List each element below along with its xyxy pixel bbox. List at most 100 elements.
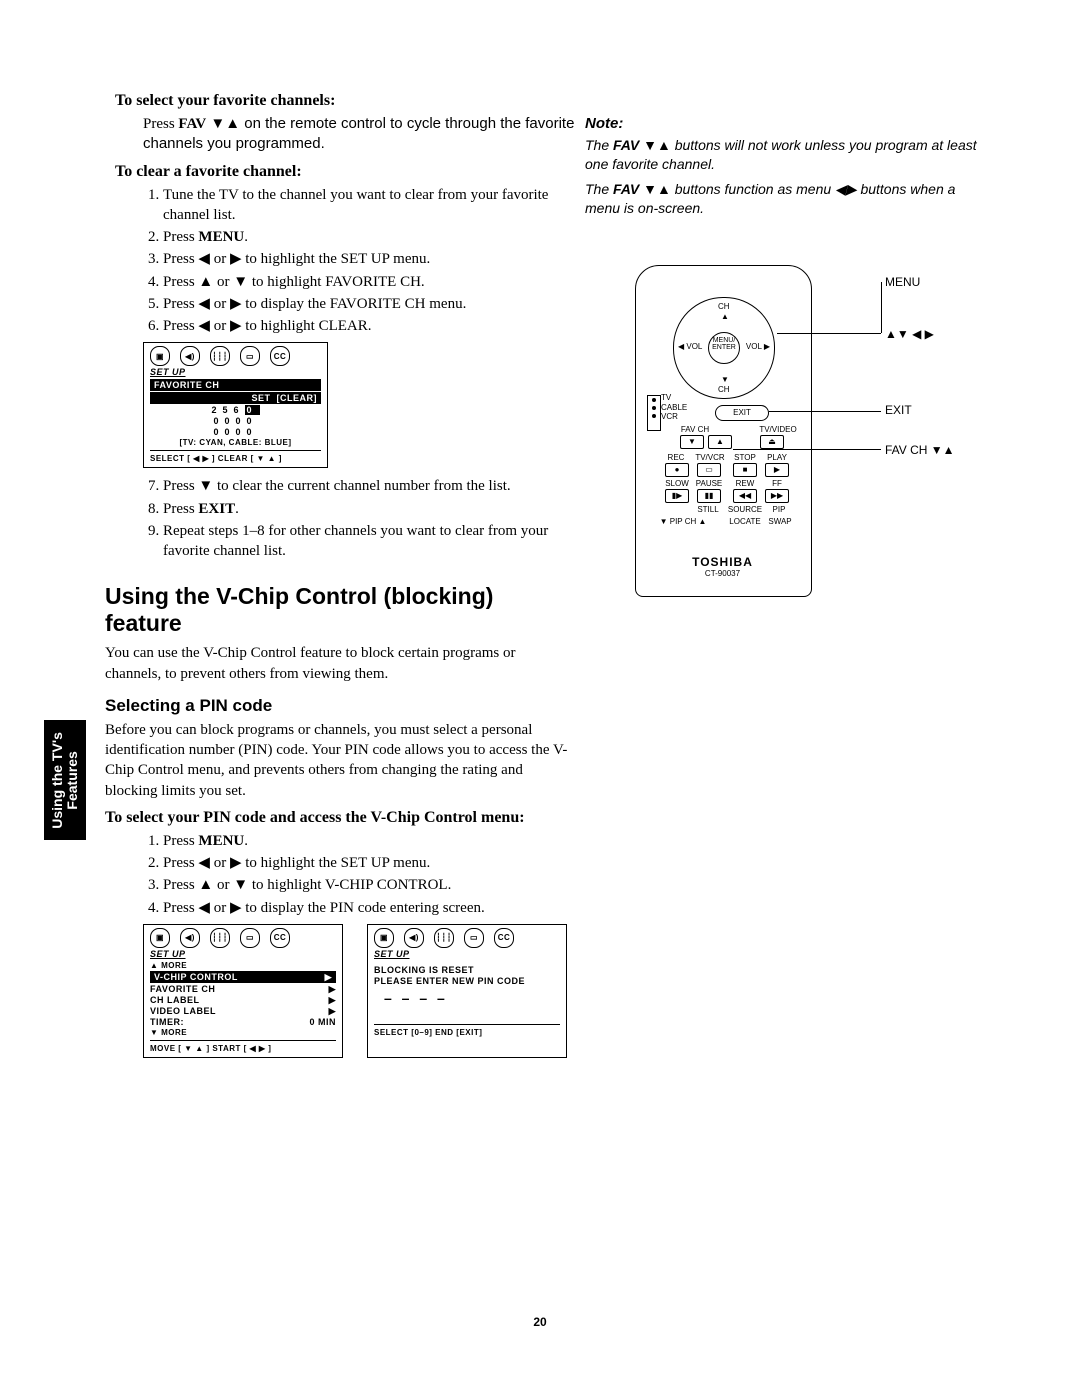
lbl-locate: LOCATE: [725, 517, 765, 526]
osd-grid-row: 2560: [150, 405, 321, 415]
switch-vcr: VCR: [661, 412, 687, 422]
picture-icon: ▣: [374, 928, 394, 948]
dpad-center: MENU/ ENTER: [708, 332, 740, 364]
page-number: 20: [0, 1315, 1080, 1329]
ff-button: ▶▶: [765, 489, 789, 503]
step: Press MENU.: [163, 831, 575, 851]
osd-setup-menu: ▣ ◀) ┆┆┆ ▭ CC SET UP ▲ MORE V-CHIP CONTR…: [143, 924, 343, 1058]
t: Features: [64, 751, 80, 809]
osd-legend: [TV: CYAN, CABLE: BLUE]: [150, 438, 321, 447]
mode-switch: [647, 395, 661, 431]
lbl-ff: FF: [765, 479, 789, 488]
cell: 5: [222, 405, 233, 415]
osd-icon-row: ▣ ◀) ┆┆┆ ▭ CC: [374, 929, 560, 947]
setup-icon: ┆┆┆: [210, 928, 230, 948]
callout-line: [881, 282, 882, 333]
cell: 0: [213, 427, 224, 437]
side-tab-text: Using the TV's Features: [50, 732, 81, 829]
cell-hl: 0: [245, 405, 260, 415]
manual-page: To select your favorite channels: Press …: [0, 0, 1080, 1397]
main-column: To select your favorite channels: Press …: [115, 92, 575, 1058]
step-text: Press ▼ to clear the current channel num…: [163, 478, 511, 494]
picture-icon: ▣: [150, 928, 170, 948]
cc-icon: CC: [494, 928, 514, 948]
dpad-ch-dn: CH: [718, 385, 730, 394]
item-val: ▶: [329, 1006, 336, 1017]
cell: 0: [224, 416, 235, 426]
callout-menu: MENU: [885, 275, 920, 289]
callout-arrows: ▲▼ ◀ ▶: [885, 327, 934, 341]
para-select-fav: Press FAV ▼▲ on the remote control to cy…: [115, 114, 575, 155]
heading-select-pin: To select your PIN code and access the V…: [105, 809, 575, 827]
note-line1: The FAV ▼▲ buttons will not work unless …: [585, 136, 985, 174]
tvvcr-button: ▭: [697, 463, 721, 477]
favch-down-button: ▼: [680, 435, 704, 449]
section-vchip-title: Using the V-Chip Control (blocking) feat…: [105, 583, 575, 637]
down-arrow-icon: ▼: [721, 375, 729, 384]
callout-exit: EXIT: [885, 403, 912, 417]
play-button: ▶: [765, 463, 789, 477]
osd-setup-label: SET UP: [150, 367, 321, 377]
step-text: Press ▲ or ▼ to highlight FAVORITE CH.: [163, 274, 425, 290]
osd-item: FAVORITE CH▶: [150, 984, 336, 994]
cell: 0: [236, 416, 247, 426]
osd-grid-row: 0000: [150, 416, 321, 426]
step-text: Press ◀ or ▶ to highlight the SET UP men…: [163, 251, 430, 267]
switch-tv: TV: [661, 393, 687, 403]
t: Using the TV's: [49, 732, 65, 829]
item-val: ▶: [329, 984, 336, 995]
audio-icon: ◀): [404, 928, 424, 948]
pip-icon: ▭: [464, 928, 484, 948]
item-label: TIMER:: [150, 1017, 184, 1027]
t: FAV: [613, 181, 639, 197]
slow-button: ▮▶: [665, 489, 689, 503]
osd-clear: [CLEAR]: [277, 393, 318, 403]
pin-dashes: – – – –: [384, 990, 560, 1006]
note-title: Note:: [585, 115, 985, 132]
pin-line2: PLEASE ENTER NEW PIN CODE: [374, 976, 560, 986]
step-text: Press ◀ or ▶ to display the PIN code ent…: [163, 900, 485, 916]
osd-item: VIDEO LABEL ▶: [150, 1006, 336, 1016]
dpad: MENU/ ENTER CH ▲ CH ▼ ◀ VOL VOL ▶: [673, 297, 775, 399]
step-text: Press ▲ or ▼ to highlight V-CHIP CONTROL…: [163, 877, 451, 893]
cell: 0: [247, 416, 258, 426]
osd-footer: SELECT [0–9] END [EXIT]: [374, 1028, 560, 1037]
rew-button: ◀◀: [733, 489, 757, 503]
lbl-pipch: ▼ PIP CH ▲: [655, 517, 711, 526]
switch-cable: CABLE: [661, 403, 687, 413]
picture-icon: ▣: [150, 346, 170, 366]
step: Tune the TV to the channel you want to c…: [163, 185, 575, 226]
t: ENTER: [712, 344, 736, 351]
setup-icon: ┆┆┆: [210, 346, 230, 366]
steps-pin: Press MENU. Press ◀ or ▶ to highlight th…: [115, 831, 575, 918]
step: Press ◀ or ▶ to display the PIN code ent…: [163, 898, 575, 918]
osd-title: FAVORITE CH: [150, 379, 321, 391]
lbl-source: SOURCE: [725, 505, 765, 514]
cell: 0: [236, 427, 247, 437]
item-label: CH LABEL: [150, 995, 200, 1005]
lbl-stop: STOP: [731, 453, 759, 462]
item-label: VIDEO LABEL: [150, 1006, 216, 1016]
callout-favch: FAV CH ▼▲: [885, 443, 955, 457]
pin-line1: BLOCKING IS RESET: [374, 965, 560, 975]
side-tab: Using the TV's Features: [44, 720, 86, 840]
osd-favorite-ch: ▣ ◀) ┆┆┆ ▭ CC SET UP FAVORITE CH SET [CL…: [143, 342, 328, 468]
exit-button: EXIT: [715, 405, 769, 421]
lbl-tvvcr: TV/VCR: [693, 453, 727, 462]
subsection-pin-title: Selecting a PIN code: [105, 696, 575, 716]
brand-text: TOSHIBA: [635, 555, 810, 569]
pip-icon: ▭: [240, 346, 260, 366]
cc-icon: CC: [270, 928, 290, 948]
step: Repeat steps 1–8 for other channels you …: [163, 521, 575, 562]
cc-icon: CC: [270, 346, 290, 366]
audio-icon: ◀): [180, 928, 200, 948]
item-val: ▶: [325, 972, 332, 983]
lbl-pause: PAUSE: [693, 479, 725, 488]
subsection-pin-intro: Before you can block programs or channel…: [105, 720, 575, 801]
step: Press ▲ or ▼ to highlight V-CHIP CONTROL…: [163, 875, 575, 895]
dpad-vol-l: ◀ VOL: [678, 342, 702, 351]
t: ▼▲ buttons function as menu ◀▶ buttons w…: [585, 181, 955, 216]
cell: 0: [213, 416, 224, 426]
osd-setup-label: SET UP: [374, 949, 560, 959]
step: Press ▲ or ▼ to highlight FAVORITE CH.: [163, 272, 575, 292]
